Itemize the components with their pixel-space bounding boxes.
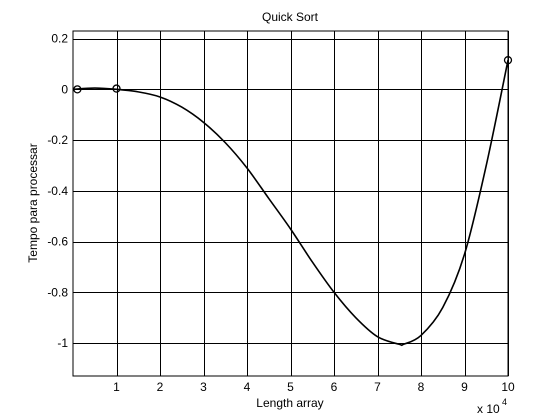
x-tick-label: 4 xyxy=(244,380,251,394)
x-tick-label: 8 xyxy=(418,380,425,394)
y-tick-label: 0 xyxy=(61,82,68,96)
x-tick-label: 6 xyxy=(331,380,338,394)
x-tick-label: 5 xyxy=(287,380,294,394)
y-tick-label: 0.2 xyxy=(51,32,68,46)
chart-title: Quick Sort xyxy=(262,10,319,24)
y-axis-label: Tempo para processar xyxy=(26,143,40,262)
plot-area xyxy=(72,30,509,377)
y-tick-label: -0.2 xyxy=(47,133,68,147)
data-point-marker xyxy=(73,85,82,94)
data-point-marker xyxy=(112,84,121,93)
y-tick-label: -1 xyxy=(57,336,68,350)
x-tick-label: 9 xyxy=(461,380,468,394)
x-tick-label: 1 xyxy=(113,380,120,394)
y-tick-label: -0.4 xyxy=(47,184,68,198)
series-line xyxy=(72,60,509,347)
x-axis-multiplier: x 10 xyxy=(477,402,500,416)
grid-lines xyxy=(73,31,509,376)
x-tick-label: 10 xyxy=(501,380,515,394)
plot-frame-border xyxy=(72,30,509,377)
x-tick-label: 7 xyxy=(374,380,381,394)
x-axis-multiplier-exponent: 4 xyxy=(502,397,507,407)
y-tick-label: -0.6 xyxy=(47,235,68,249)
x-tick-label: 2 xyxy=(157,380,164,394)
x-axis-label: Length array xyxy=(256,396,323,410)
x-tick-label: 3 xyxy=(200,380,207,394)
tick-labels: 1 2 3 4 5 6 7 8 9 10 0.2 0 -0.2 -0.4 -0.6 -0.8 -1 xyxy=(47,32,515,394)
y-tick-label: -0.8 xyxy=(47,285,68,299)
